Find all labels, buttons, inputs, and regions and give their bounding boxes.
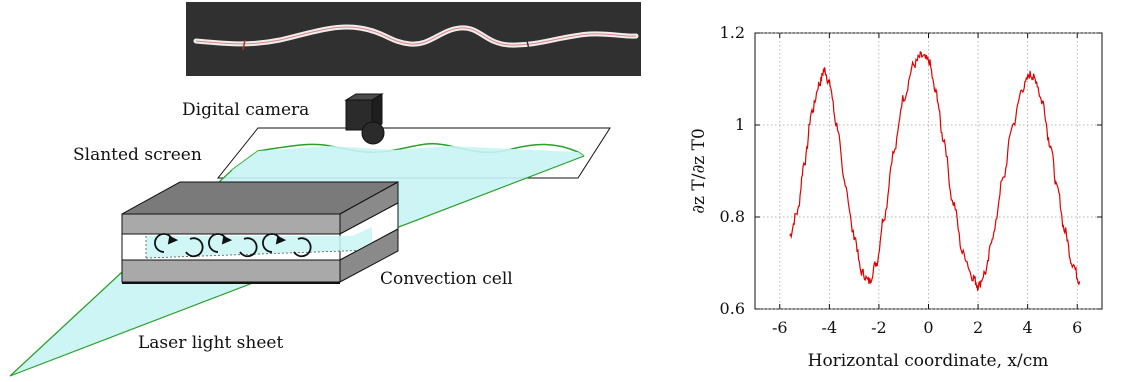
label-camera: Digital camera (182, 100, 309, 120)
x-tick-label: -2 (871, 318, 887, 337)
x-tick-label: -4 (822, 318, 838, 337)
x-tick-label: 2 (973, 318, 983, 337)
digital-camera-icon (344, 93, 385, 145)
shadowgraph-photo (186, 2, 641, 76)
gradient-profile-chart: -6 -4 -2 0 2 4 6 0.6 0.8 1 1.2 Horizontal coordina… (689, 23, 1103, 371)
label-screen: Slanted screen (73, 145, 202, 165)
y-tick-label: 0.6 (720, 299, 745, 318)
series-layer (789, 50, 1081, 292)
tick-labels: -6 -4 -2 0 2 4 6 0.6 0.8 1 1.2 (720, 23, 1083, 337)
label-cell: Convection cell (380, 269, 513, 289)
y-tick-label: 1.2 (720, 23, 745, 42)
x-tick-label: 6 (1072, 318, 1082, 337)
x-tick-label: 0 (923, 318, 933, 337)
y-tick-label: 1 (735, 115, 745, 134)
x-axis-title: Horizontal coordinate, x/cm (808, 351, 1049, 371)
convection-rolls (154, 233, 312, 258)
series-line (789, 50, 1081, 292)
y-tick-label: 0.8 (720, 207, 745, 226)
plot-frame (754, 32, 1103, 310)
x-tick-label: 4 (1023, 318, 1033, 337)
y-axis-title: ∂z T/∂z T0 (689, 128, 709, 214)
axis-ticks (755, 32, 1102, 310)
convection-cell (121, 181, 399, 284)
label-laser: Laser light sheet (138, 333, 283, 353)
x-tick-label: -6 (772, 318, 788, 337)
